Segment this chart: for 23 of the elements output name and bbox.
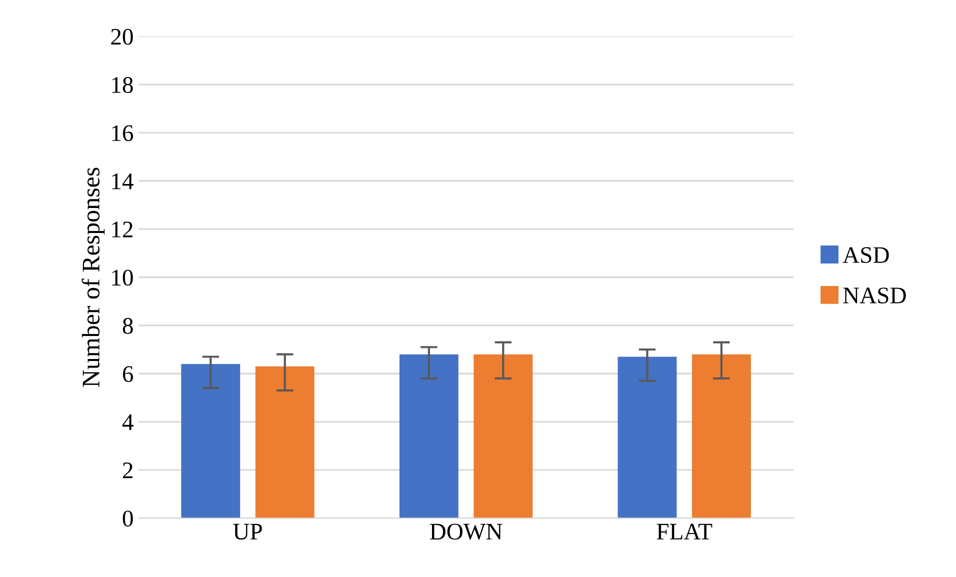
- x-tick-label: DOWN: [430, 524, 502, 540]
- bar: [618, 356, 677, 518]
- bar: [692, 354, 751, 518]
- y-axis-title: Number of Responses: [82, 168, 105, 387]
- y-tick-label: 12: [112, 222, 132, 238]
- y-tick-label: 14: [112, 173, 134, 190]
- y-tick-label: 0: [122, 510, 133, 527]
- y-tick-label: 10: [112, 270, 133, 286]
- y-tick-label: 20: [111, 28, 133, 45]
- y-tick-label: 6: [122, 366, 134, 382]
- x-tick-label: FLAT: [656, 524, 712, 540]
- y-tick-label: 2: [122, 462, 132, 478]
- bar: [474, 354, 533, 518]
- legend-label: ASD: [842, 247, 889, 264]
- bar: [181, 364, 240, 518]
- y-tick-label: 18: [112, 77, 133, 93]
- y-tick-label: 16: [112, 125, 134, 142]
- bar: [399, 354, 458, 518]
- legend-label: NASD: [843, 288, 906, 304]
- bar: [255, 366, 314, 518]
- y-tick-label: 8: [122, 318, 133, 334]
- y-tick-label: 4: [122, 414, 134, 430]
- x-tick-label: UP: [233, 524, 262, 540]
